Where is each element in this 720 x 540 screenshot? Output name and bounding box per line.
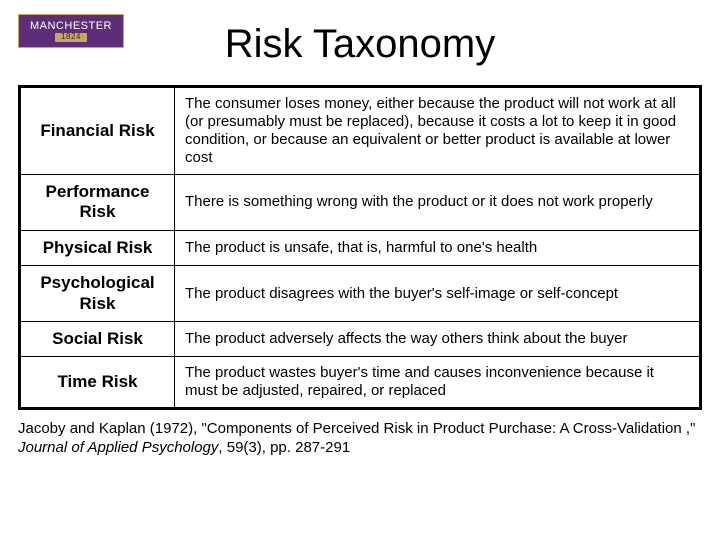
logo-text: MANCHESTER (30, 20, 112, 32)
citation-journal: Journal of Applied Psychology (18, 439, 218, 456)
risk-label: Performance Risk (20, 175, 175, 231)
citation-suffix: , 59(3), pp. 287-291 (218, 439, 350, 456)
risk-description: The consumer loses money, either because… (175, 87, 701, 175)
risk-label: Physical Risk (20, 230, 175, 265)
risk-label: Time Risk (20, 357, 175, 409)
risk-label: Financial Risk (20, 87, 175, 175)
risk-description: The product wastes buyer's time and caus… (175, 357, 701, 409)
logo-year: 1824 (55, 33, 87, 42)
risk-description: The product is unsafe, that is, harmful … (175, 230, 701, 265)
risk-description: The product adversely affects the way ot… (175, 321, 701, 356)
risk-label: Psychological Risk (20, 266, 175, 322)
risk-description: The product disagrees with the buyer's s… (175, 266, 701, 322)
manchester-logo: MANCHESTER 1824 (18, 14, 124, 48)
table-row: Time Risk The product wastes buyer's tim… (20, 357, 701, 409)
table-row: Physical Risk The product is unsafe, tha… (20, 230, 701, 265)
table-row: Financial Risk The consumer loses money,… (20, 87, 701, 175)
table-row: Psychological Risk The product disagrees… (20, 266, 701, 322)
citation: Jacoby and Kaplan (1972), "Components of… (18, 420, 702, 458)
risk-taxonomy-table: Financial Risk The consumer loses money,… (18, 85, 702, 410)
risk-label: Social Risk (20, 321, 175, 356)
table-row: Social Risk The product adversely affect… (20, 321, 701, 356)
risk-description: There is something wrong with the produc… (175, 175, 701, 231)
table-row: Performance Risk There is something wron… (20, 175, 701, 231)
citation-prefix: Jacoby and Kaplan (1972), "Components of… (18, 420, 695, 437)
